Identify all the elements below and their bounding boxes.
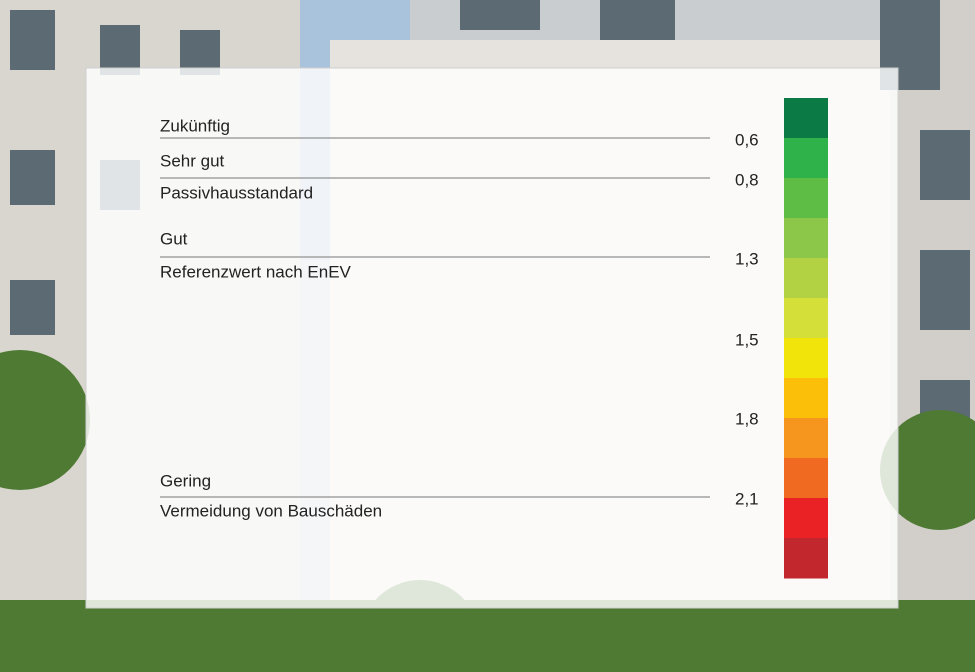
scale-content: Zukünftig Sehr gut Passivhausstandard Gut Re…: [160, 98, 828, 579]
rating-label: Passivhausstandard: [160, 183, 313, 202]
scale-segment: [784, 378, 828, 419]
scale-segment: [784, 258, 828, 299]
scale-segment: [784, 98, 828, 139]
rating-label: Gut: [160, 229, 188, 248]
scale-segment: [784, 418, 828, 459]
u-value: 1,5: [735, 330, 759, 349]
scale-segment: [784, 178, 828, 219]
u-value: 0,8: [735, 170, 759, 189]
rating-label: Referenzwert nach EnEV: [160, 262, 352, 281]
u-value: 1,3: [735, 249, 759, 268]
scale-segment: [784, 338, 828, 379]
scale-segment: [784, 298, 828, 339]
u-value: 2,1: [735, 489, 759, 508]
scale-segment: [784, 538, 828, 579]
rating-label: Sehr gut: [160, 151, 225, 170]
panel: [85, 67, 899, 609]
scale-segment: [784, 218, 828, 259]
scale-segment: [784, 498, 828, 539]
rating-label: Gering: [160, 471, 211, 490]
scale-segment: [784, 458, 828, 499]
u-value: 1,8: [735, 409, 759, 428]
rating-label: Zukünftig: [160, 116, 230, 135]
rating-label: Vermeidung von Bauschäden: [160, 501, 382, 520]
u-value: 0,6: [735, 130, 759, 149]
scale-segment: [784, 138, 828, 179]
